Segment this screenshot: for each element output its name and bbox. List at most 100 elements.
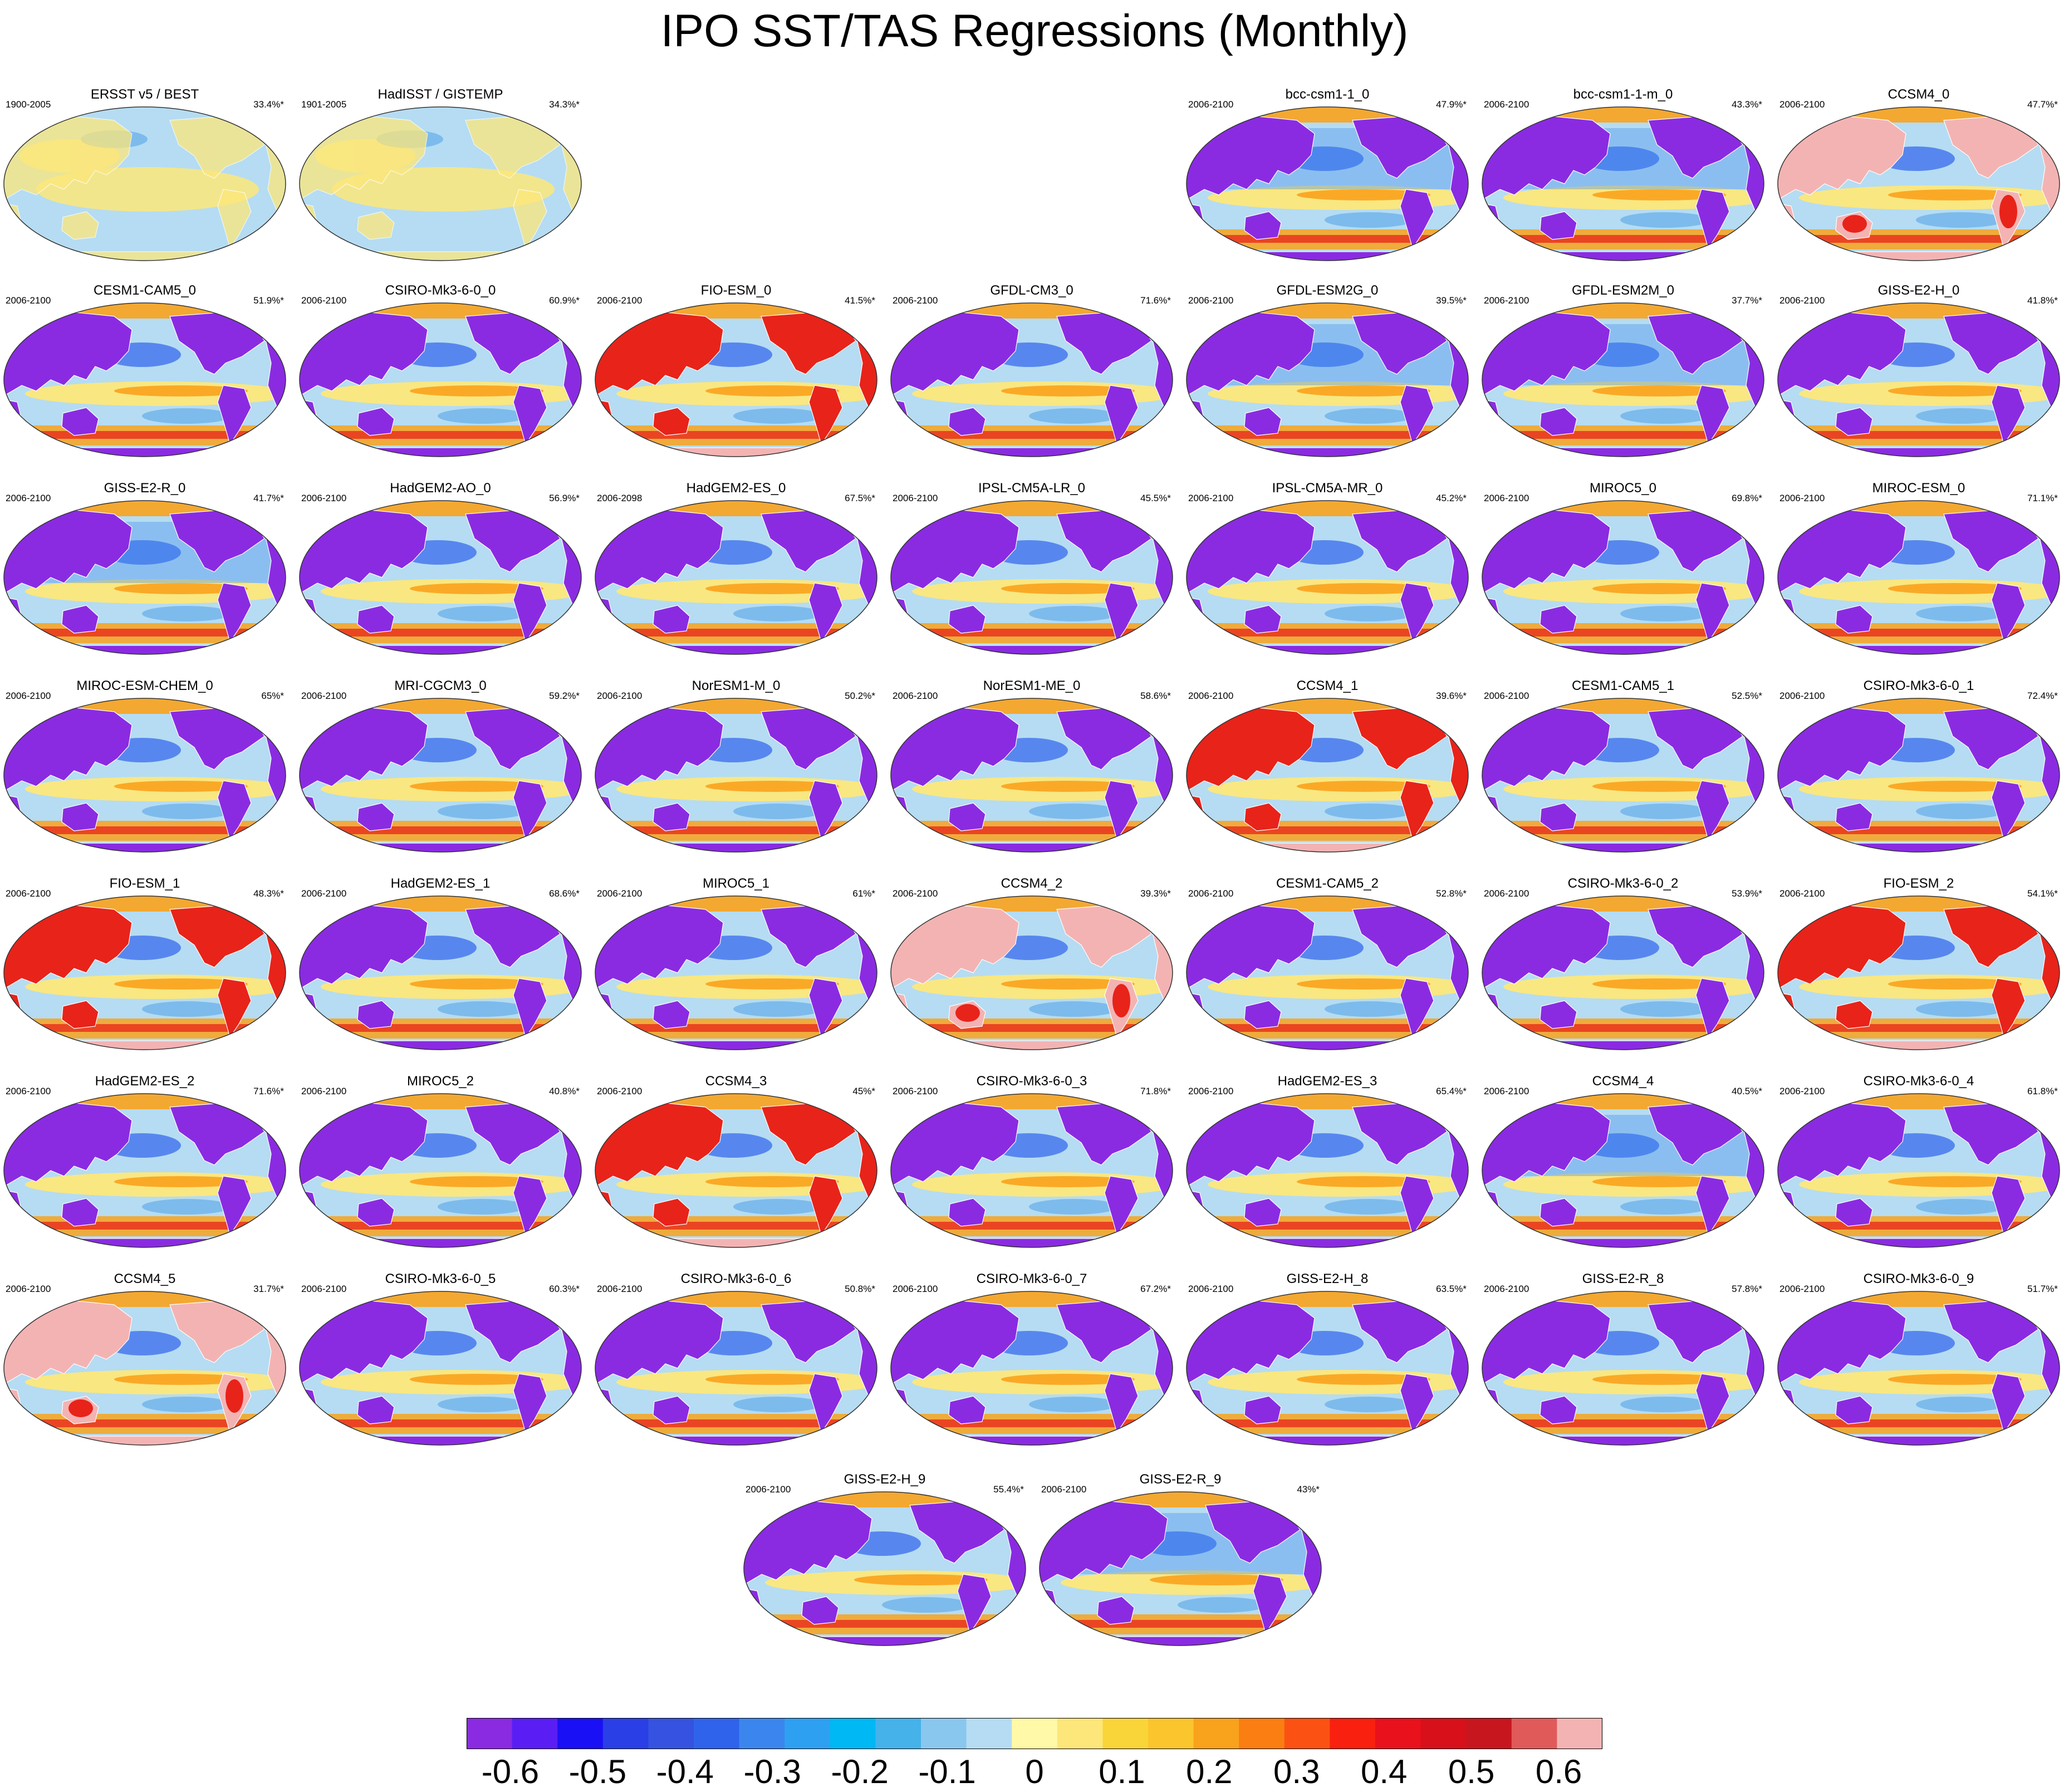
- map-panel: HadISST / GISTEMP 1901-2005 34.3%*: [296, 82, 585, 266]
- arctic-band: [891, 698, 1173, 714]
- south-pacific-cool: [1029, 1397, 1118, 1412]
- southern-ocean-core: [1482, 235, 1764, 243]
- landmass: [1187, 1300, 1315, 1386]
- arctic-band: [1482, 107, 1764, 123]
- arctic-band: [1187, 501, 1468, 516]
- landmass: [1040, 1500, 1168, 1587]
- globe-outline: [1482, 698, 1764, 853]
- southern-ocean-core: [595, 1222, 877, 1230]
- panel-variance-percent: 40.5%*: [1732, 1086, 1762, 1096]
- regression-map: [1482, 500, 1764, 655]
- map-panel: FIO-ESM_0 2006-2100 41.5%*: [591, 278, 881, 462]
- colorbar-swatch: [648, 1718, 694, 1749]
- regression-map: [890, 302, 1173, 457]
- southern-ocean-core: [1778, 1222, 2060, 1230]
- australia-hotspot: [1842, 215, 1867, 233]
- landmass: [61, 211, 99, 240]
- landmass: [1991, 1176, 2026, 1236]
- landmass: [1482, 1300, 1611, 1386]
- enso-tongue: [1888, 385, 2022, 396]
- panel-title: CSIRO-Mk3-6-0_9: [1863, 1271, 1974, 1286]
- globe-outline: [595, 1093, 877, 1248]
- southern-ocean-core: [300, 1222, 581, 1230]
- landmass: [1991, 1373, 2026, 1434]
- globe-outline: [1777, 698, 2060, 853]
- south-pacific-cool: [142, 408, 231, 424]
- globe-outline: [3, 500, 286, 655]
- landmass: [1104, 1373, 1139, 1434]
- enso-tongue: [1297, 385, 1430, 396]
- panel-title: NorESM1-M_0: [692, 678, 781, 693]
- panel-period: 2006-2100: [6, 691, 51, 701]
- landmass: [1187, 115, 1315, 202]
- map-panel: CESM1-CAM5_1 2006-2100 52.5%*: [1478, 674, 1768, 858]
- landmass: [1835, 802, 1873, 831]
- south-pacific-cool: [142, 1397, 231, 1412]
- landmass: [1400, 1176, 1434, 1236]
- panel-period: 2006-2100: [301, 1284, 347, 1294]
- globe-outline: [890, 1093, 1173, 1248]
- enso-tongue: [1888, 1374, 2022, 1385]
- enso-tongue: [1297, 781, 1430, 792]
- arctic-band: [1482, 1291, 1764, 1307]
- map-panel: CSIRO-Mk3-6-0_0 2006-2100 60.9%*: [296, 278, 585, 462]
- panel-title: GFDL-ESM2G_0: [1276, 283, 1379, 298]
- arctic-band: [891, 501, 1173, 516]
- arctic-band: [300, 303, 581, 319]
- panel-title: HadGEM2-ES_3: [1277, 1074, 1377, 1089]
- panel-variance-percent: 68.6%*: [549, 888, 580, 899]
- southern-ocean-core: [1482, 826, 1764, 834]
- panel-variance-percent: 60.9%*: [549, 295, 580, 306]
- colorbar-tick-label: 0.6: [1535, 1753, 1582, 1790]
- landmass: [653, 1396, 690, 1424]
- southern-ocean-core: [1187, 431, 1468, 439]
- southern-ocean-core: [1187, 826, 1468, 834]
- enso-tongue: [854, 1574, 988, 1585]
- globe-outline: [595, 698, 877, 853]
- map-panel: CCSM4_1 2006-2100 39.6%*: [1183, 674, 1472, 858]
- landmass: [1778, 707, 1906, 793]
- landmass: [357, 605, 395, 634]
- globe-outline: [595, 500, 877, 655]
- landmass: [1540, 407, 1577, 436]
- panel-title: HadISST / GISTEMP: [377, 87, 503, 102]
- southern-ocean-core: [1778, 1024, 2060, 1032]
- enso-tongue: [410, 583, 543, 594]
- colorbar-tick-label: 0.5: [1448, 1753, 1495, 1790]
- colorbar-tick-label: 0: [1025, 1753, 1044, 1790]
- southern-ocean-core: [1482, 629, 1764, 636]
- arctic-band: [1778, 107, 2060, 123]
- enso-tongue: [1150, 1574, 1283, 1585]
- regression-map: [1186, 698, 1469, 853]
- south-pacific-cool: [438, 408, 527, 424]
- landmass: [1244, 407, 1282, 436]
- south-pacific-cool: [1029, 606, 1118, 621]
- regression-map: [1186, 895, 1469, 1050]
- colorbar-border: [467, 1718, 1602, 1749]
- globe-outline: [3, 698, 286, 853]
- arctic-band: [1187, 1094, 1468, 1109]
- panel-period: 2006-2100: [6, 1284, 51, 1294]
- panel-period: 2006-2100: [1484, 493, 1529, 503]
- regression-map: [595, 1291, 877, 1446]
- south-pacific-cool: [733, 1199, 822, 1215]
- regression-map: [299, 500, 582, 655]
- globe-outline: [299, 500, 582, 655]
- regression-map: [1186, 1291, 1469, 1446]
- landmass: [1695, 385, 1730, 445]
- enso-tongue: [1297, 189, 1430, 200]
- regression-map: [1777, 106, 2060, 261]
- arctic-band: [1187, 107, 1468, 123]
- enso-tongue: [1297, 1176, 1430, 1187]
- map-panel: NorESM1-ME_0 2006-2100 58.6%*: [887, 674, 1176, 858]
- regression-map: [595, 500, 877, 655]
- panel-period: 2006-2100: [893, 1086, 938, 1096]
- panel-title: CCSM4_4: [1592, 1074, 1654, 1089]
- panel-variance-percent: 59.2%*: [549, 691, 580, 701]
- panel-title: CESM1-CAM5_0: [93, 283, 197, 298]
- panel-period: 2006-2100: [301, 888, 347, 899]
- arctic-band: [300, 1291, 581, 1307]
- regression-map: [1482, 1291, 1764, 1446]
- regression-map: [1482, 1093, 1764, 1248]
- arctic-band: [595, 1094, 877, 1109]
